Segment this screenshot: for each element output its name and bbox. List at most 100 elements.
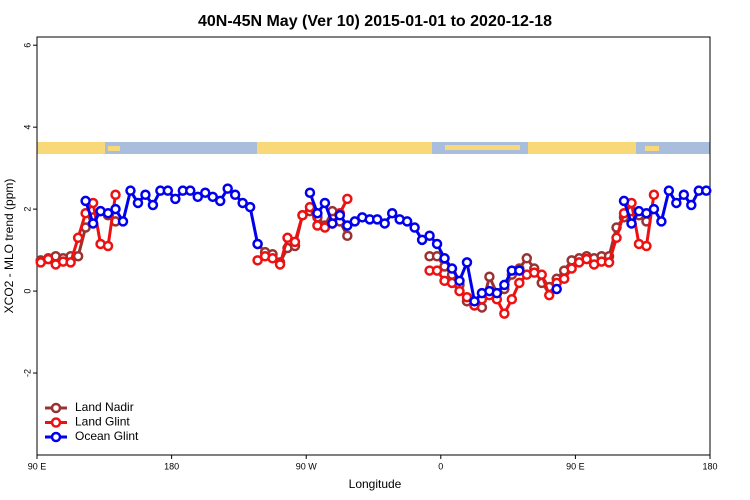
point-marker: [42, 253, 54, 265]
land-band: [257, 142, 347, 154]
point-marker: [648, 189, 660, 201]
point-marker: [506, 294, 518, 305]
x-tick-label: 90 E: [28, 461, 47, 471]
point-marker: [289, 236, 301, 248]
point-marker: [214, 195, 226, 207]
plot-frame: [36, 36, 711, 456]
x-tick-label: 180: [702, 461, 717, 471]
point-marker: [618, 195, 630, 207]
point-marker: [312, 207, 323, 219]
y-tick-label: 4: [22, 125, 32, 130]
point-marker: [514, 265, 525, 276]
x-tick-label: 180: [164, 461, 179, 471]
point-marker: [334, 210, 346, 221]
point-marker: [319, 222, 331, 233]
point-marker: [65, 257, 76, 268]
point-marker: [641, 207, 652, 219]
x-tick-label: 90 W: [296, 461, 318, 471]
point-marker: [282, 232, 293, 244]
point-marker: [125, 185, 136, 196]
point-marker: [499, 308, 510, 319]
point-marker: [72, 232, 84, 244]
x-tick-label: 90 E: [566, 461, 585, 471]
point-marker: [484, 271, 495, 282]
legend-label: Land Nadir: [75, 400, 134, 414]
point-marker: [371, 214, 383, 225]
land-band: [347, 142, 432, 154]
point-marker: [558, 273, 570, 285]
y-tick-label: -2: [22, 369, 32, 377]
point-marker: [611, 232, 622, 244]
point-marker: [409, 222, 420, 233]
series: [80, 183, 712, 307]
point-marker: [147, 199, 159, 211]
point-marker: [222, 183, 233, 194]
point-marker: [319, 197, 331, 209]
land-band: [528, 142, 636, 154]
legend-label: Land Glint: [75, 415, 130, 429]
point-marker: [431, 238, 443, 250]
point-marker: [342, 193, 353, 205]
point-marker: [192, 191, 204, 203]
land-band: [108, 146, 120, 151]
x-tick-label: 0: [438, 461, 443, 471]
point-marker: [416, 234, 428, 246]
point-marker: [102, 240, 114, 252]
point-marker: [140, 189, 151, 201]
point-marker: [304, 187, 316, 198]
point-marker: [72, 250, 84, 262]
point-marker: [454, 275, 465, 287]
point-marker: [439, 253, 450, 264]
land-band: [445, 145, 520, 150]
point-marker: [379, 218, 390, 229]
land-ocean-strip: [37, 142, 710, 154]
point-marker: [207, 191, 218, 203]
y-tick-label: 6: [22, 43, 32, 48]
point-marker: [641, 240, 652, 252]
point-marker: [80, 195, 91, 207]
point-marker: [626, 218, 637, 229]
point-marker: [229, 189, 241, 201]
point-marker: [663, 185, 675, 196]
series: [35, 189, 660, 319]
point-marker: [446, 263, 458, 274]
point-marker: [424, 230, 435, 242]
chart-title: 40N-45N May (Ver 10) 2015-01-01 to 2020-…: [198, 13, 552, 30]
point-marker: [603, 257, 615, 268]
point-marker: [491, 287, 503, 299]
point-marker: [514, 277, 525, 289]
point-marker: [244, 201, 256, 213]
point-marker: [110, 189, 121, 201]
point-marker: [671, 197, 682, 209]
y-tick-label: 2: [22, 207, 32, 212]
point-marker: [543, 289, 555, 301]
point-marker: [701, 185, 712, 196]
point-marker: [648, 203, 660, 215]
point-marker: [132, 197, 144, 209]
point-marker: [566, 263, 577, 274]
point-marker: [401, 216, 413, 227]
point-marker: [200, 187, 211, 198]
point-marker: [431, 265, 443, 276]
point-marker: [581, 253, 592, 265]
point-marker: [102, 207, 114, 219]
point-marker: [686, 199, 697, 211]
y-tick-label: 0: [22, 289, 32, 294]
point-marker: [252, 238, 263, 250]
legend-marker: [50, 417, 62, 428]
legend-marker: [50, 402, 62, 414]
point-marker: [185, 185, 196, 196]
point-marker: [327, 218, 338, 229]
point-marker: [342, 230, 353, 242]
point-marker: [461, 291, 473, 303]
point-marker: [267, 253, 278, 264]
point-marker: [678, 189, 690, 201]
point-marker: [110, 203, 121, 215]
point-marker: [297, 210, 308, 221]
point-marker: [170, 193, 181, 205]
legend-marker: [50, 431, 62, 443]
point-marker: [162, 185, 174, 196]
point-marker: [117, 216, 129, 227]
point-marker: [386, 207, 398, 219]
